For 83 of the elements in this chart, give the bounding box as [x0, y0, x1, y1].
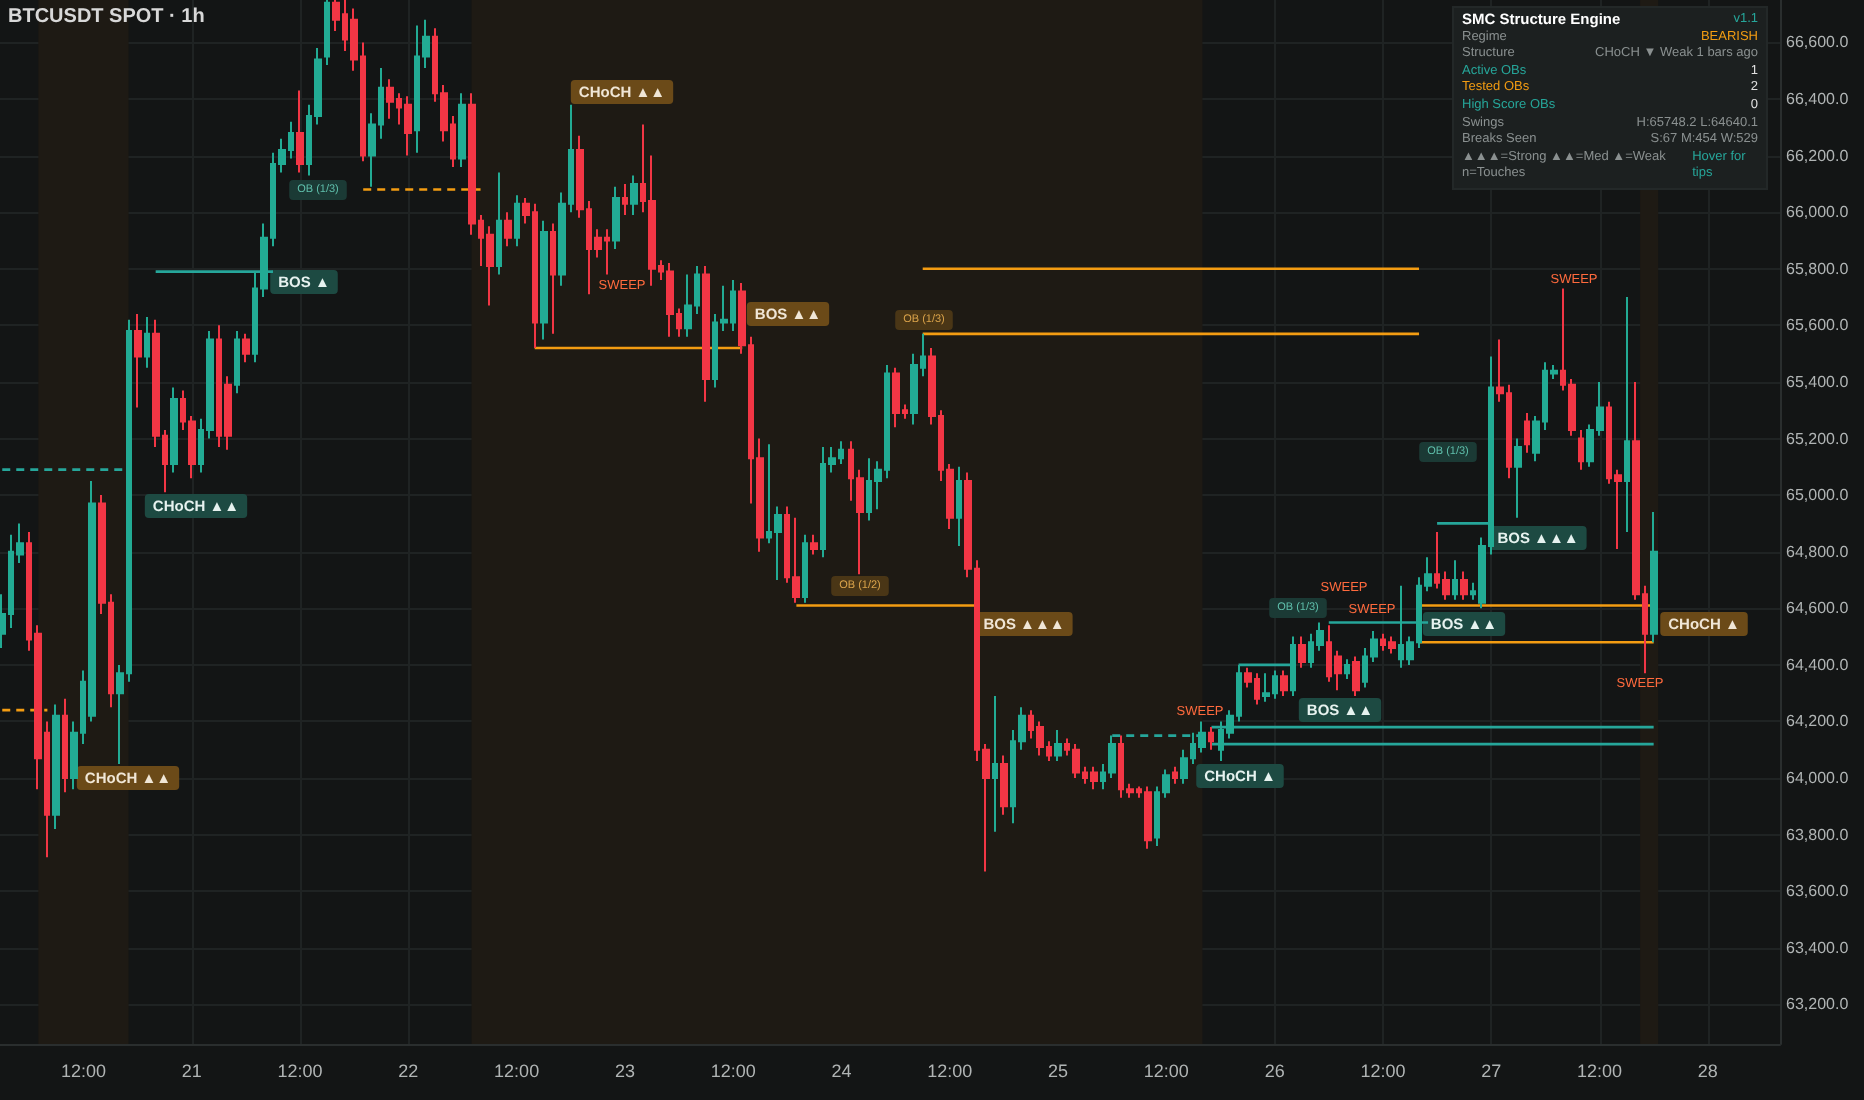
candlestick: [1072, 743, 1080, 780]
y-tick-label: 64,400.0: [1786, 655, 1850, 674]
candlestick: [62, 697, 68, 794]
candlestick: [1054, 728, 1062, 763]
x-tick-label: 12:00: [1143, 1061, 1189, 1081]
y-tick-label: 64,200.0: [1786, 712, 1850, 731]
candlestick: [170, 386, 178, 474]
y-tick-label: 66,000.0: [1786, 203, 1850, 222]
candlestick: [612, 185, 620, 250]
x-tick-label: 26: [1264, 1061, 1285, 1081]
candlestick: [1090, 765, 1098, 791]
x-tick-label: 12:00: [494, 1061, 540, 1081]
x-tick-label: 22: [398, 1061, 419, 1081]
x-tick-label: 12:00: [927, 1061, 973, 1081]
candlestick: [1262, 672, 1270, 703]
candlestick: [386, 78, 394, 120]
candlestick: [458, 92, 466, 168]
candlestick: [404, 95, 412, 157]
y-tick-label: 65,600.0: [1786, 316, 1850, 335]
candlestick: [1624, 296, 1630, 533]
x-tick-label: 27: [1481, 1061, 1502, 1081]
candlestick: [234, 330, 240, 395]
candlestick: [144, 315, 150, 369]
x-tick-label: 25: [1048, 1061, 1069, 1081]
candlestick: [802, 533, 808, 604]
y-tick-label: 63,800.0: [1786, 825, 1850, 844]
candlestick: [1344, 658, 1350, 681]
y-tick-label: 66,600.0: [1786, 33, 1850, 52]
candlestick: [1298, 635, 1306, 669]
candlestick: [504, 211, 512, 248]
candlestick: [892, 366, 900, 429]
candlestick: [1460, 570, 1468, 601]
candlestick: [1524, 412, 1530, 454]
candlestick: [1578, 429, 1584, 471]
candlestick: [992, 695, 998, 833]
chart-title: BTCUSDT SPOT · 1h: [8, 6, 205, 28]
y-tick-label: 65,400.0: [1786, 372, 1850, 391]
x-tick-label: 12:00: [1360, 1061, 1406, 1081]
candlestick: [1650, 511, 1658, 644]
x-tick-label: 24: [831, 1061, 852, 1081]
y-tick-label: 63,400.0: [1786, 938, 1850, 957]
y-tick-label: 63,200.0: [1786, 995, 1850, 1014]
candlestick: [1144, 785, 1152, 850]
candlestick: [1172, 765, 1178, 785]
candlestick: [1452, 559, 1458, 601]
candlestick: [630, 174, 638, 217]
x-tick-label: 21: [181, 1061, 202, 1081]
y-tick-label: 66,400.0: [1786, 90, 1850, 109]
x-tick-label: 12:00: [710, 1061, 756, 1081]
candlestick: [540, 219, 548, 341]
y-tick-label: 66,200.0: [1786, 146, 1850, 165]
x-tick-label: 12:00: [1576, 1061, 1623, 1081]
y-tick-label: 65,200.0: [1786, 429, 1850, 448]
candlestick: [1388, 635, 1396, 655]
y-tick-label: 65,000.0: [1786, 486, 1850, 505]
candlestick: [514, 194, 520, 248]
x-tick-label: 23: [614, 1061, 635, 1081]
candlestick: [324, 0, 330, 67]
y-tick-label: 64,600.0: [1786, 599, 1850, 618]
candlestick: [52, 703, 60, 830]
candlestick: [1352, 655, 1360, 697]
candlestick: [1514, 437, 1522, 519]
candlestick: [1000, 754, 1008, 816]
candlestick: [702, 264, 710, 403]
candlestick: [496, 171, 502, 276]
candlestick: [810, 533, 818, 556]
candlestick: [622, 182, 628, 217]
candlestick: [666, 262, 674, 338]
candlestick: [550, 222, 556, 335]
y-tick-label: 65,800.0: [1786, 259, 1850, 278]
y-tick-label: 64,000.0: [1786, 769, 1850, 788]
x-tick-label: 12:00: [60, 1061, 106, 1081]
x-tick-label: 28: [1697, 1061, 1718, 1081]
candlestick: [684, 273, 692, 338]
x-tick-label: 12:00: [277, 1061, 323, 1081]
candlestick: [1280, 669, 1288, 697]
candlestick: [1208, 726, 1214, 751]
y-tick-label: 64,800.0: [1786, 542, 1850, 561]
candlestick: [242, 332, 250, 364]
candlestick: [134, 313, 142, 409]
candlestick: [956, 465, 962, 548]
candlestick: [296, 89, 304, 174]
y-tick-label: 63,600.0: [1786, 882, 1850, 901]
